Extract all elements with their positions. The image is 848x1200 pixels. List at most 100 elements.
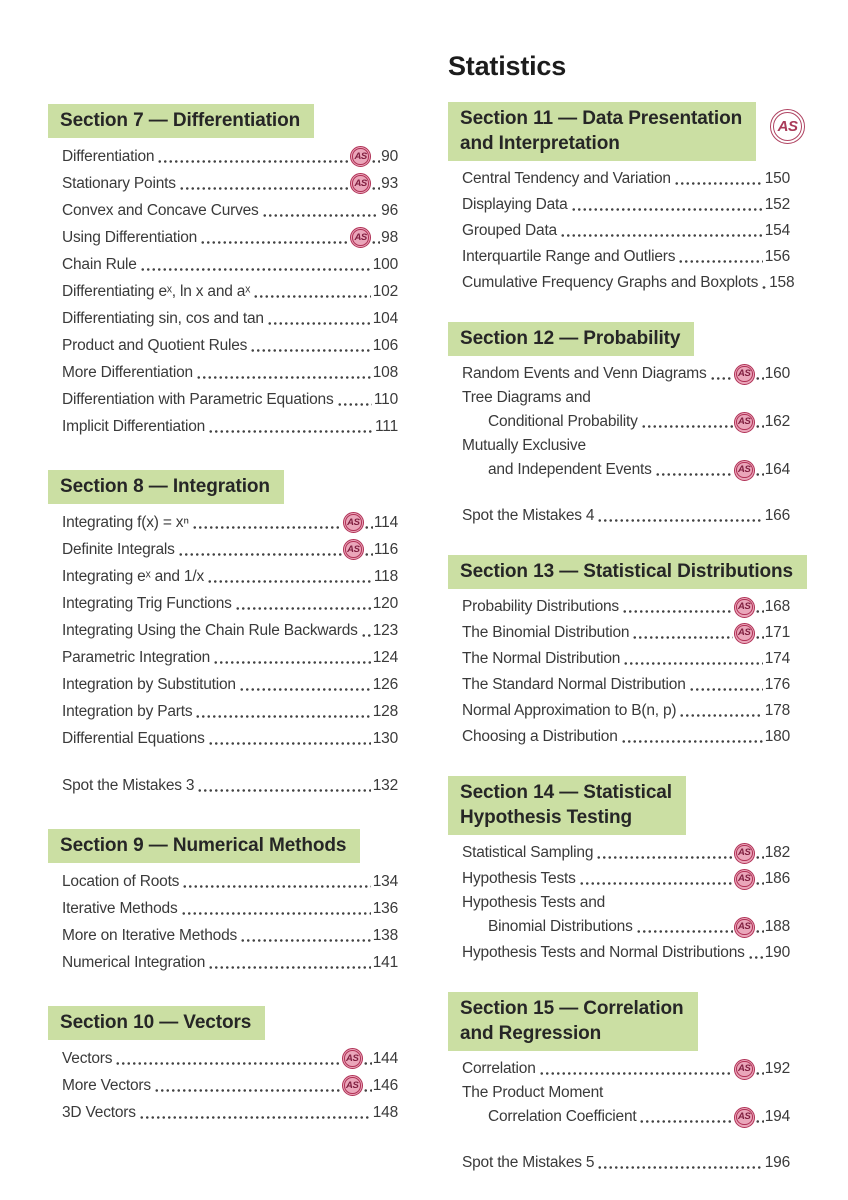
toc-section: Section 11 — Data Presentation and Interp…: [448, 102, 806, 296]
section-title-line: Section 10 — Vectors: [60, 1012, 252, 1033]
entry-label: Central Tendency and Variation: [462, 170, 671, 187]
toc-entry: Parametric Integration 124: [62, 644, 398, 671]
toc-section: Section 8 — Integration Integrating f(x) …: [48, 470, 398, 799]
toc-entry: Central Tendency and Variation 150: [462, 166, 790, 192]
dotted-leader: [266, 305, 371, 332]
toc-entry: Product and Quotient Rules 106: [62, 332, 398, 359]
entry-label: Interquartile Range and Outliers: [462, 248, 676, 265]
as-badge: AS: [733, 842, 755, 864]
section-banner: Section 15 — Correlation and Regression: [448, 992, 698, 1051]
entry-label: Location of Roots: [62, 872, 180, 890]
entry-label: Spot the Mistakes 4: [462, 507, 595, 524]
as-badge: AS: [341, 1048, 363, 1069]
dotted-leader: [635, 914, 733, 940]
entry-page-number: 141: [372, 953, 398, 971]
toc-entry: Correlation AS 192: [462, 1056, 790, 1082]
entry-label: Integrating Trig Functions: [62, 594, 232, 612]
entry-label: Statistical Sampling: [462, 844, 594, 861]
dotted-leader: [177, 536, 342, 563]
entry-label: Differential Equations: [62, 729, 205, 747]
entry-page-number: 162: [764, 413, 790, 430]
entry-page-number: 136: [372, 899, 398, 917]
entry-page-number: 154: [764, 222, 790, 239]
entry-row: Grouped Data 154: [462, 218, 790, 244]
entry-page-number: 164: [764, 461, 790, 478]
section-entries: Probability Distributions AS 168 The Binomi…: [448, 594, 790, 750]
dotted-leader: [360, 617, 371, 644]
toc-entry: The Standard Normal Distribution 176: [462, 672, 790, 698]
entry-label: Displaying Data: [462, 196, 568, 213]
entry-label: The Binomial Distribution: [462, 624, 630, 641]
section-banner: Section 13 — Statistical Distributions: [448, 555, 807, 589]
toc-entry: More on Iterative Methods 138: [62, 922, 398, 949]
entry-label: Hypothesis Tests: [462, 870, 576, 887]
entry-page-number: 194: [764, 1108, 790, 1125]
entry-label: 3D Vectors: [62, 1103, 136, 1121]
as-badge: AS: [733, 622, 755, 644]
entry-label: Differentiation with Parametric Equation…: [62, 390, 334, 408]
entry-row: Integration by Parts 128: [62, 698, 398, 725]
entry-label: and Independent Events: [488, 461, 652, 478]
section-title-line: and Interpretation: [460, 133, 620, 154]
dotted-leader: [238, 671, 371, 698]
dotted-leader: [597, 503, 763, 529]
as-badge: AS: [350, 227, 372, 248]
entry-page-number: 116: [373, 540, 398, 558]
section-banner-row: Section 11 — Data Presentation and Interp…: [448, 102, 806, 161]
entry-row: More on Iterative Methods 138: [62, 922, 398, 949]
dotted-leader: [208, 413, 374, 440]
as-badge: AS: [733, 459, 755, 481]
section-banner-row: Section 12 — Probability: [448, 322, 790, 356]
toc-entry: Spot the Mistakes 5 196: [462, 1150, 790, 1176]
entry-row: Correlation AS 192: [462, 1056, 790, 1082]
dotted-leader: [709, 361, 733, 387]
toc-section: Section 15 — Correlation and Regression Co…: [448, 992, 790, 1176]
entry-row: Integrating f(x) = xⁿ AS 114: [62, 509, 398, 536]
entry-row: Differentiating sin, cos and tan 104: [62, 305, 398, 332]
statistics-heading: Statistics: [448, 51, 567, 81]
entry-page-number: 93: [381, 174, 398, 192]
entry-row: Numerical Integration 141: [62, 949, 398, 976]
entry-page-number: 150: [764, 170, 790, 187]
entry-label: Spot the Mistakes 5: [462, 1154, 595, 1171]
entry-row: Central Tendency and Variation 150: [462, 166, 790, 192]
toc-entry: Iterative Methods 136: [62, 895, 398, 922]
dotted-leader: [754, 409, 764, 435]
entry-label: Differentiation: [62, 147, 155, 165]
entry-label: Spot the Mistakes 3: [62, 776, 195, 794]
dotted-leader: [197, 772, 371, 799]
entry-page-number: 132: [372, 776, 398, 794]
toc-section: Section 13 — Statistical Distributions Pr…: [448, 555, 807, 750]
as-badge: AS: [350, 146, 372, 167]
dotted-leader: [747, 940, 763, 966]
toc-entry: Grouped Data 154: [462, 218, 790, 244]
entry-label: Binomial Distributions: [488, 918, 633, 935]
toc-entry: Stationary Points AS 93: [62, 170, 398, 197]
toc-section: Section 10 — Vectors Vectors AS 144 More Vec…: [48, 1006, 398, 1126]
entry-label: Using Differentiation: [62, 228, 198, 246]
section-banner: Section 9 — Numerical Methods: [48, 829, 361, 863]
section-banner-row: Section 7 — Differentiation: [48, 104, 398, 138]
section-title-line: and Regression: [460, 1023, 602, 1044]
section-title-line: Hypothesis Testing: [460, 807, 633, 828]
toc-entry: Vectors AS 144: [62, 1045, 398, 1072]
section-banner: Section 8 — Integration: [48, 470, 284, 504]
entry-label: Correlation: [462, 1060, 536, 1077]
section-banner: Section 14 — Statistical Hypothesis Testi…: [448, 776, 686, 835]
section-title-line: Section 8 — Integration: [60, 476, 270, 497]
entry-page-number: 138: [372, 926, 398, 944]
dotted-leader: [559, 218, 763, 244]
entry-row: Spot the Mistakes 4 166: [462, 503, 790, 529]
entry-row: Vectors AS 144: [62, 1045, 398, 1072]
as-badge: AS: [733, 1058, 755, 1080]
entry-page-number: 144: [372, 1049, 398, 1067]
section-title-line: Section 15 — Correlation: [460, 998, 684, 1019]
dotted-leader: [362, 1045, 372, 1072]
dotted-leader: [191, 509, 342, 536]
toc-entry: 3D Vectors 148: [62, 1099, 398, 1126]
toc-entry: The Product Moment Correlation Coefficien…: [462, 1082, 790, 1130]
entry-label: Normal Approximation to B(n, p): [462, 702, 677, 719]
section-banner: Section 7 — Differentiation: [48, 104, 315, 138]
dotted-leader: [596, 840, 733, 866]
